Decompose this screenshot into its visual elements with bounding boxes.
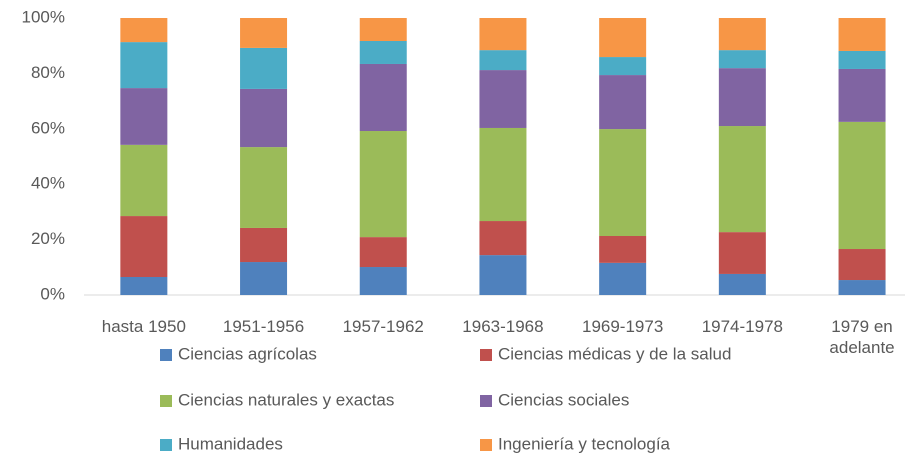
bar-segment (240, 88, 288, 148)
legend-label: Ciencias sociales (498, 390, 629, 409)
bar-segment (838, 18, 886, 51)
legend-label: Ingeniería y tecnología (498, 434, 671, 453)
bar-segment (240, 47, 288, 89)
bar-segment (838, 249, 886, 281)
legend-swatch (480, 349, 492, 361)
bar-segment (240, 227, 288, 263)
bar-segment (718, 50, 766, 69)
x-tick-label: 1951-1956 (222, 317, 305, 336)
bar-segment (359, 267, 407, 295)
bar-segment (599, 57, 647, 76)
bar-segment (240, 18, 288, 48)
bar-segment (599, 129, 647, 236)
x-tick-label: 1969-1973 (581, 317, 664, 336)
bar-segment (240, 147, 288, 228)
bar-segment (599, 262, 647, 295)
y-tick-label: 60% (31, 118, 65, 137)
bar-segment (479, 18, 527, 51)
x-tick-label: hasta 1950 (101, 317, 186, 336)
y-tick-label: 40% (31, 174, 65, 193)
bar-segment (599, 75, 647, 130)
x-tick-label: 1979 en adelante (829, 317, 895, 357)
bar-segment (120, 144, 168, 217)
legend-label: Ciencias médicas y de la salud (498, 344, 731, 363)
legend-label: Humanidades (178, 434, 283, 453)
bar-segment (479, 50, 527, 71)
bar-segment (120, 42, 168, 89)
legend-swatch (480, 395, 492, 407)
bar-segment (120, 18, 168, 43)
bar-segment (718, 68, 766, 127)
bar-segment (479, 70, 527, 128)
bar-segment (359, 18, 407, 41)
y-tick-label: 0% (40, 284, 65, 303)
legend-swatch (480, 439, 492, 451)
bar-segment (240, 262, 288, 295)
legend-label: Ciencias naturales y exactas (178, 390, 394, 409)
bar-segment (718, 126, 766, 233)
legend-swatch (160, 349, 172, 361)
bar-segment (838, 50, 886, 69)
bar-segment (359, 237, 407, 268)
bar-segment (838, 280, 886, 295)
bar-segment (599, 235, 647, 263)
y-tick-label: 100% (22, 7, 65, 26)
legend-swatch (160, 439, 172, 451)
x-tick-label: 1963-1968 (462, 317, 544, 336)
x-tick-label: 1957-1962 (342, 317, 424, 336)
bar-segment (359, 63, 407, 132)
bar-segment (838, 121, 886, 250)
bar-segment (479, 255, 527, 295)
bar-segment (359, 131, 407, 238)
y-tick-label: 20% (31, 229, 65, 248)
bar-segment (599, 18, 647, 58)
bar-segment (479, 221, 527, 256)
bar-segment (359, 40, 407, 64)
bar-segment (120, 276, 168, 295)
bar-segment (838, 68, 886, 122)
bar-segment (718, 232, 766, 274)
x-tick-label: 1974-1978 (701, 317, 783, 336)
legend-swatch (160, 395, 172, 407)
bar-segment (479, 127, 527, 222)
y-tick-label: 80% (31, 63, 65, 82)
bar-segment (718, 18, 766, 51)
legend-label: Ciencias agrícolas (178, 344, 317, 363)
bar-segment (120, 216, 168, 277)
bar-segment (120, 88, 168, 145)
bar-segment (718, 273, 766, 295)
